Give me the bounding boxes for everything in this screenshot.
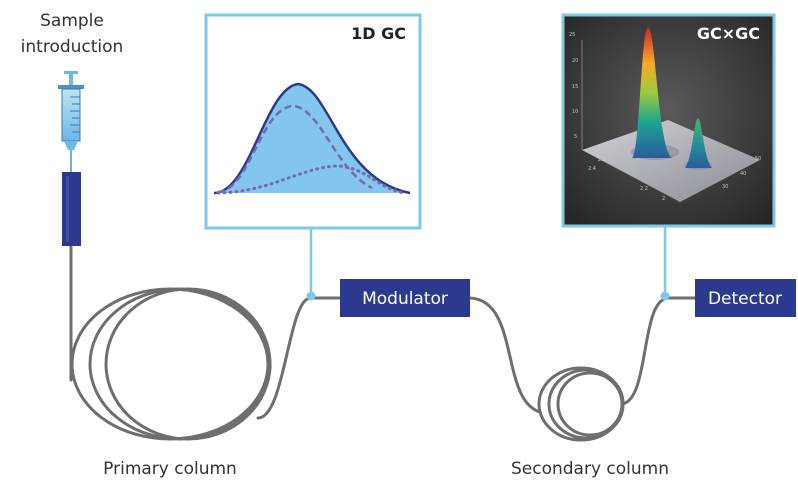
detector-node-dot [660,291,670,301]
panel-gcxgc-title: GC×GC [697,24,760,43]
modulator-label: Modulator [362,289,448,309]
tick-label: 10 [572,109,578,115]
tick-label: 2.6 [598,157,606,163]
tick-label: 30 [722,184,728,190]
tick-label: 2.4 [588,166,596,172]
detector-box: Detector [695,279,796,317]
injector-block [62,172,81,246]
modulator-box: Modulator [340,279,470,317]
panel-gcxgc: 25 20 15 10 5 2.4 2.6 2.2 2 40 30 50 GC×… [561,13,776,228]
sample-introduction-label-line2: introduction [21,37,124,57]
tick-label: 50 [755,156,761,162]
tick-label: 5 [574,134,577,140]
tick-label: 40 [740,171,746,177]
panel-1d-gc: 1D GC [204,13,422,230]
tick-label: 2.2 [640,186,648,192]
detector-label: Detector [708,289,782,309]
tick-label: 20 [572,58,578,64]
panel-1d-title: 1D GC [351,24,406,43]
sample-introduction-label-line1: Sample [40,11,104,31]
tick-label: 2 [662,196,665,202]
tick-label: 15 [572,84,578,90]
tubing [69,244,697,442]
primary-column-label: Primary column [103,459,237,479]
secondary-column-label: Secondary column [511,459,669,479]
syringe-icon [58,71,84,172]
tick-label: 25 [569,32,575,38]
modulator-node-dot [306,291,316,301]
primary-column-coil [70,287,270,441]
